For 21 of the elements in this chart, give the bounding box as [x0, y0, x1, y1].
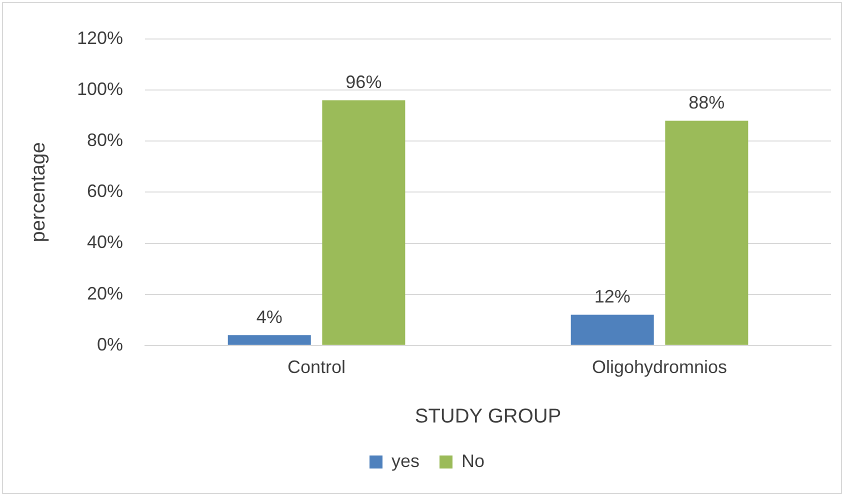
y-tick-label: 60% [87, 181, 124, 202]
bar [570, 314, 654, 345]
bar [322, 100, 406, 345]
y-tick-label: 0% [97, 334, 124, 354]
data-label: 4% [256, 307, 282, 328]
y-tick-label: 20% [87, 283, 124, 304]
legend-label: yes [391, 450, 420, 471]
bar [665, 120, 748, 345]
x-tick-label: Control [288, 357, 346, 378]
y-tick-label: 80% [87, 130, 124, 150]
data-label: 88% [688, 92, 725, 113]
x-tick-label: Oligohydromnios [592, 357, 728, 378]
data-label: 12% [594, 286, 630, 307]
data-label: 96% [346, 72, 382, 92]
legend-label: No [462, 450, 485, 471]
x-axis-title: STUDY GROUP [414, 406, 562, 428]
y-tick-label: 100% [76, 79, 124, 100]
y-axis-title: percentage [28, 142, 50, 242]
y-tick-label: 120% [76, 28, 124, 48]
bar [228, 335, 311, 345]
y-tick-label: 40% [87, 232, 124, 252]
